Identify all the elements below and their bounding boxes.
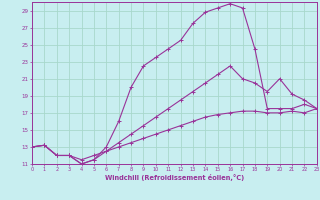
X-axis label: Windchill (Refroidissement éolien,°C): Windchill (Refroidissement éolien,°C) [105, 174, 244, 181]
